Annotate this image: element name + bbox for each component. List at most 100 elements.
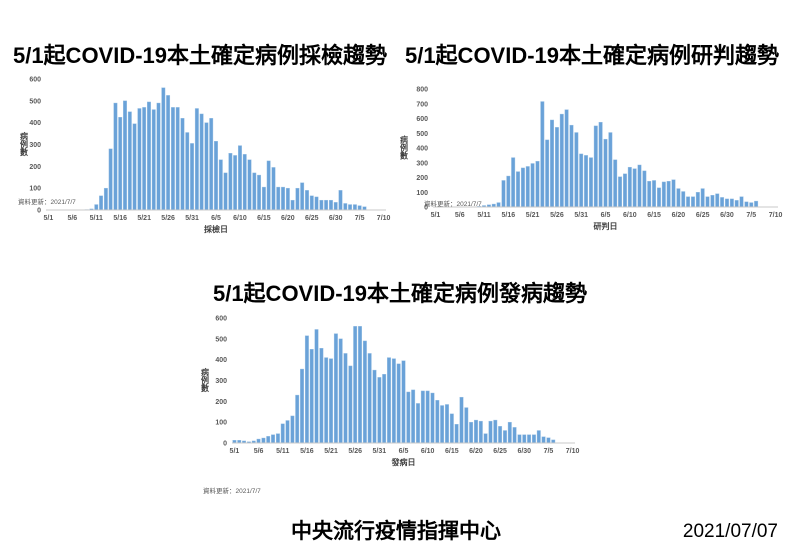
- bar: [266, 160, 271, 211]
- bar: [666, 180, 671, 208]
- bar-plot: 0 100 200 300 400 500 600 700 800 5/1 5/6 5/11 5/16 5…: [400, 87, 782, 232]
- bar: [642, 170, 647, 208]
- bar: [532, 434, 536, 444]
- x-tick-label: 6/5: [601, 212, 611, 219]
- x-tick-label: 5/11: [90, 215, 103, 222]
- y-tick-label: 200: [215, 399, 227, 406]
- bar: [744, 201, 749, 208]
- bar: [608, 132, 613, 208]
- bar: [242, 154, 247, 211]
- x-tick-label: 6/10: [233, 215, 247, 222]
- x-tick-label: 6/25: [305, 215, 319, 222]
- bar: [261, 437, 266, 444]
- y-tick-label: 0: [223, 441, 227, 448]
- y-axis-label: 例: [201, 375, 209, 385]
- bar: [517, 434, 522, 444]
- x-tick-label: 5/21: [324, 448, 338, 455]
- bar: [627, 166, 632, 208]
- bar: [108, 148, 113, 211]
- bar: [430, 392, 435, 444]
- bar: [691, 196, 695, 208]
- bar: [285, 420, 290, 444]
- bar: [281, 186, 285, 211]
- bar: [252, 172, 257, 211]
- bar: [579, 153, 584, 208]
- footer-date: 2021/07/07: [682, 521, 778, 542]
- bar: [142, 107, 147, 211]
- bar: [319, 199, 324, 211]
- update-note: 資料更新：2021/7/7: [18, 199, 76, 206]
- bar: [729, 198, 734, 208]
- x-tick-label: 5/16: [502, 212, 516, 219]
- bar: [382, 374, 387, 444]
- bar: [175, 107, 180, 211]
- bar: [147, 101, 151, 211]
- y-tick-label: 400: [215, 357, 227, 364]
- bar: [540, 101, 545, 208]
- bar: [137, 108, 142, 211]
- bar-plot: 0 100 200 300 400 500 600 5/1 5/6 5/11 5/16 5/21 5/2…: [20, 77, 391, 235]
- bar: [700, 188, 705, 208]
- bar: [214, 141, 218, 211]
- bar: [632, 168, 637, 208]
- bar: [94, 204, 99, 211]
- bar: [588, 157, 593, 208]
- bar: [103, 187, 108, 211]
- x-tick-label: 6/15: [257, 215, 271, 222]
- x-tick-label: 5/31: [373, 448, 387, 455]
- y-axis-label: 病: [201, 367, 209, 377]
- bar: [739, 196, 744, 208]
- y-tick-label: 700: [416, 101, 428, 108]
- chart-sampling-trend: 5/1起COVID-19本土確定病例採檢趨勢 0 100 200 300 400 500 6…: [8, 30, 392, 260]
- bar: [749, 202, 754, 208]
- bar: [661, 181, 666, 208]
- bar: [686, 196, 691, 208]
- x-tick-label: 5/16: [300, 448, 314, 455]
- bar: [348, 365, 353, 444]
- bar: [290, 199, 295, 211]
- bar: [353, 326, 358, 444]
- bar: [496, 202, 501, 208]
- bar: [498, 426, 503, 444]
- bar: [338, 190, 343, 211]
- bar: [190, 143, 194, 211]
- bar: [300, 182, 305, 211]
- bar: [512, 427, 517, 444]
- y-tick-label: 800: [416, 87, 428, 94]
- x-tick-label: 7/10: [377, 215, 391, 222]
- bar: [474, 419, 478, 444]
- x-tick-label: 6/5: [211, 215, 221, 222]
- bar: [525, 166, 530, 208]
- bar: [329, 358, 333, 444]
- bar: [622, 173, 627, 208]
- bar: [295, 187, 300, 211]
- y-tick-label: 100: [29, 186, 41, 193]
- bar: [564, 109, 569, 208]
- bar: [464, 407, 469, 444]
- y-tick-label: 200: [416, 175, 428, 182]
- bar: [454, 424, 459, 444]
- bar-plot: 0 100 200 300 400 500 600 5/1 5/6 5/11 5/16 5/21 5/2…: [201, 316, 579, 468]
- bar: [324, 357, 329, 444]
- x-tick-label: 6/25: [696, 212, 710, 219]
- bar: [338, 338, 343, 444]
- bar: [132, 123, 137, 211]
- y-tick-label: 500: [29, 98, 41, 105]
- bar: [411, 389, 416, 444]
- bar: [204, 122, 209, 211]
- bar: [459, 396, 464, 444]
- bar: [280, 423, 285, 444]
- bar: [535, 161, 540, 208]
- bar: [218, 159, 223, 211]
- bar: [387, 357, 391, 444]
- bar: [550, 119, 555, 208]
- x-tick-label: 6/20: [672, 212, 686, 219]
- bar: [425, 390, 430, 444]
- bar: [478, 420, 483, 444]
- x-tick-label: 5/1: [230, 448, 240, 455]
- x-tick-label: 5/31: [574, 212, 588, 219]
- bar: [247, 159, 252, 211]
- bar: [180, 118, 185, 211]
- bar: [266, 436, 271, 444]
- bar: [754, 200, 759, 208]
